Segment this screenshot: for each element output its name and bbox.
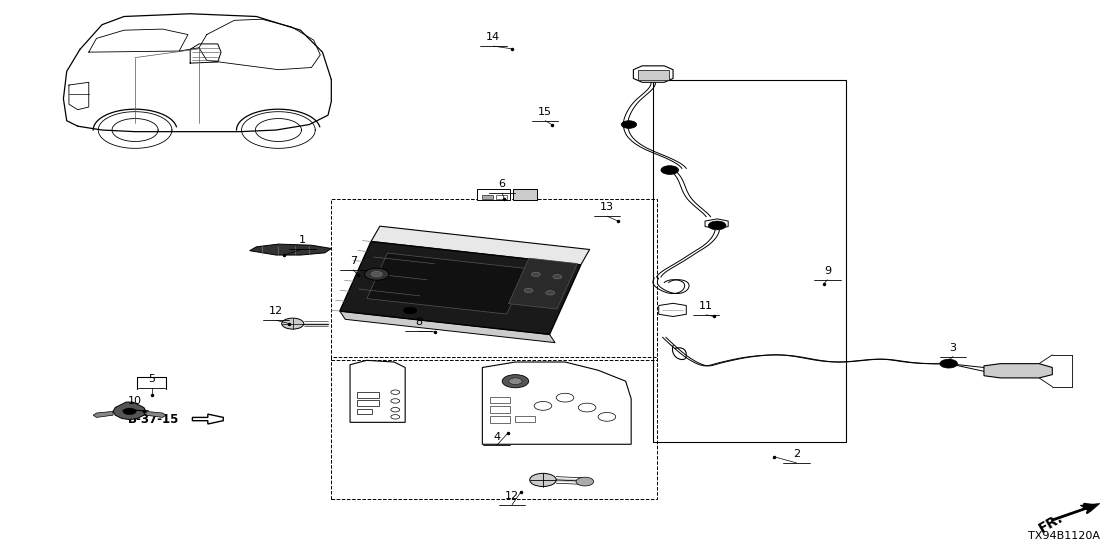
Text: FR.: FR. xyxy=(1037,511,1066,536)
Text: 12: 12 xyxy=(269,306,284,316)
Text: 6: 6 xyxy=(499,179,505,189)
Polygon shape xyxy=(984,363,1053,378)
Circle shape xyxy=(556,393,574,402)
Polygon shape xyxy=(659,304,686,316)
Polygon shape xyxy=(350,360,406,422)
Bar xyxy=(357,401,379,406)
Polygon shape xyxy=(249,244,331,255)
Polygon shape xyxy=(705,219,728,229)
Text: TX94B1120A: TX94B1120A xyxy=(1028,531,1100,541)
Circle shape xyxy=(391,399,400,403)
Circle shape xyxy=(391,390,400,394)
Polygon shape xyxy=(146,412,166,417)
Bar xyxy=(490,416,510,423)
Polygon shape xyxy=(193,414,224,424)
Circle shape xyxy=(661,166,678,175)
Text: 8: 8 xyxy=(414,317,422,327)
Text: 5: 5 xyxy=(148,374,155,384)
Bar xyxy=(490,397,510,403)
Circle shape xyxy=(622,121,637,129)
Text: 7: 7 xyxy=(350,256,357,266)
Circle shape xyxy=(123,408,136,414)
Circle shape xyxy=(598,413,616,421)
Polygon shape xyxy=(93,412,113,417)
Bar xyxy=(515,416,535,422)
Polygon shape xyxy=(634,66,673,83)
Bar xyxy=(638,70,668,80)
Bar xyxy=(482,195,493,199)
Polygon shape xyxy=(509,258,577,309)
Text: 2: 2 xyxy=(793,449,800,459)
Circle shape xyxy=(940,359,957,368)
Text: 9: 9 xyxy=(824,266,831,276)
Circle shape xyxy=(403,307,417,314)
Circle shape xyxy=(281,318,304,329)
Polygon shape xyxy=(482,362,632,444)
Bar xyxy=(476,189,510,200)
Circle shape xyxy=(553,275,562,279)
Bar xyxy=(654,80,847,442)
Circle shape xyxy=(530,473,556,486)
Polygon shape xyxy=(340,311,555,343)
Circle shape xyxy=(524,288,533,293)
Text: 10: 10 xyxy=(129,396,142,406)
Polygon shape xyxy=(367,253,527,314)
Circle shape xyxy=(365,268,389,280)
Text: 15: 15 xyxy=(538,107,552,117)
Circle shape xyxy=(509,378,522,384)
Text: 1: 1 xyxy=(299,235,306,245)
Text: B-37-15: B-37-15 xyxy=(127,413,179,425)
Circle shape xyxy=(708,221,726,230)
Bar xyxy=(495,195,506,199)
Bar xyxy=(490,407,510,413)
Circle shape xyxy=(502,375,529,388)
Circle shape xyxy=(371,271,382,277)
Circle shape xyxy=(532,272,541,276)
Text: 11: 11 xyxy=(699,301,714,311)
Circle shape xyxy=(534,402,552,411)
Bar xyxy=(357,409,372,414)
Text: 14: 14 xyxy=(486,32,501,42)
Circle shape xyxy=(578,403,596,412)
Polygon shape xyxy=(340,242,581,335)
Polygon shape xyxy=(371,226,589,265)
Circle shape xyxy=(391,414,400,419)
Text: 3: 3 xyxy=(950,343,956,353)
Polygon shape xyxy=(1080,504,1100,512)
Bar xyxy=(357,392,379,398)
Text: 12: 12 xyxy=(505,491,520,501)
Circle shape xyxy=(391,408,400,412)
Text: 13: 13 xyxy=(599,202,614,212)
Bar xyxy=(513,189,537,200)
Bar xyxy=(331,198,657,360)
Bar xyxy=(331,357,657,499)
Text: 4: 4 xyxy=(493,432,500,442)
Circle shape xyxy=(576,477,594,486)
Polygon shape xyxy=(113,402,146,419)
Circle shape xyxy=(546,291,554,295)
